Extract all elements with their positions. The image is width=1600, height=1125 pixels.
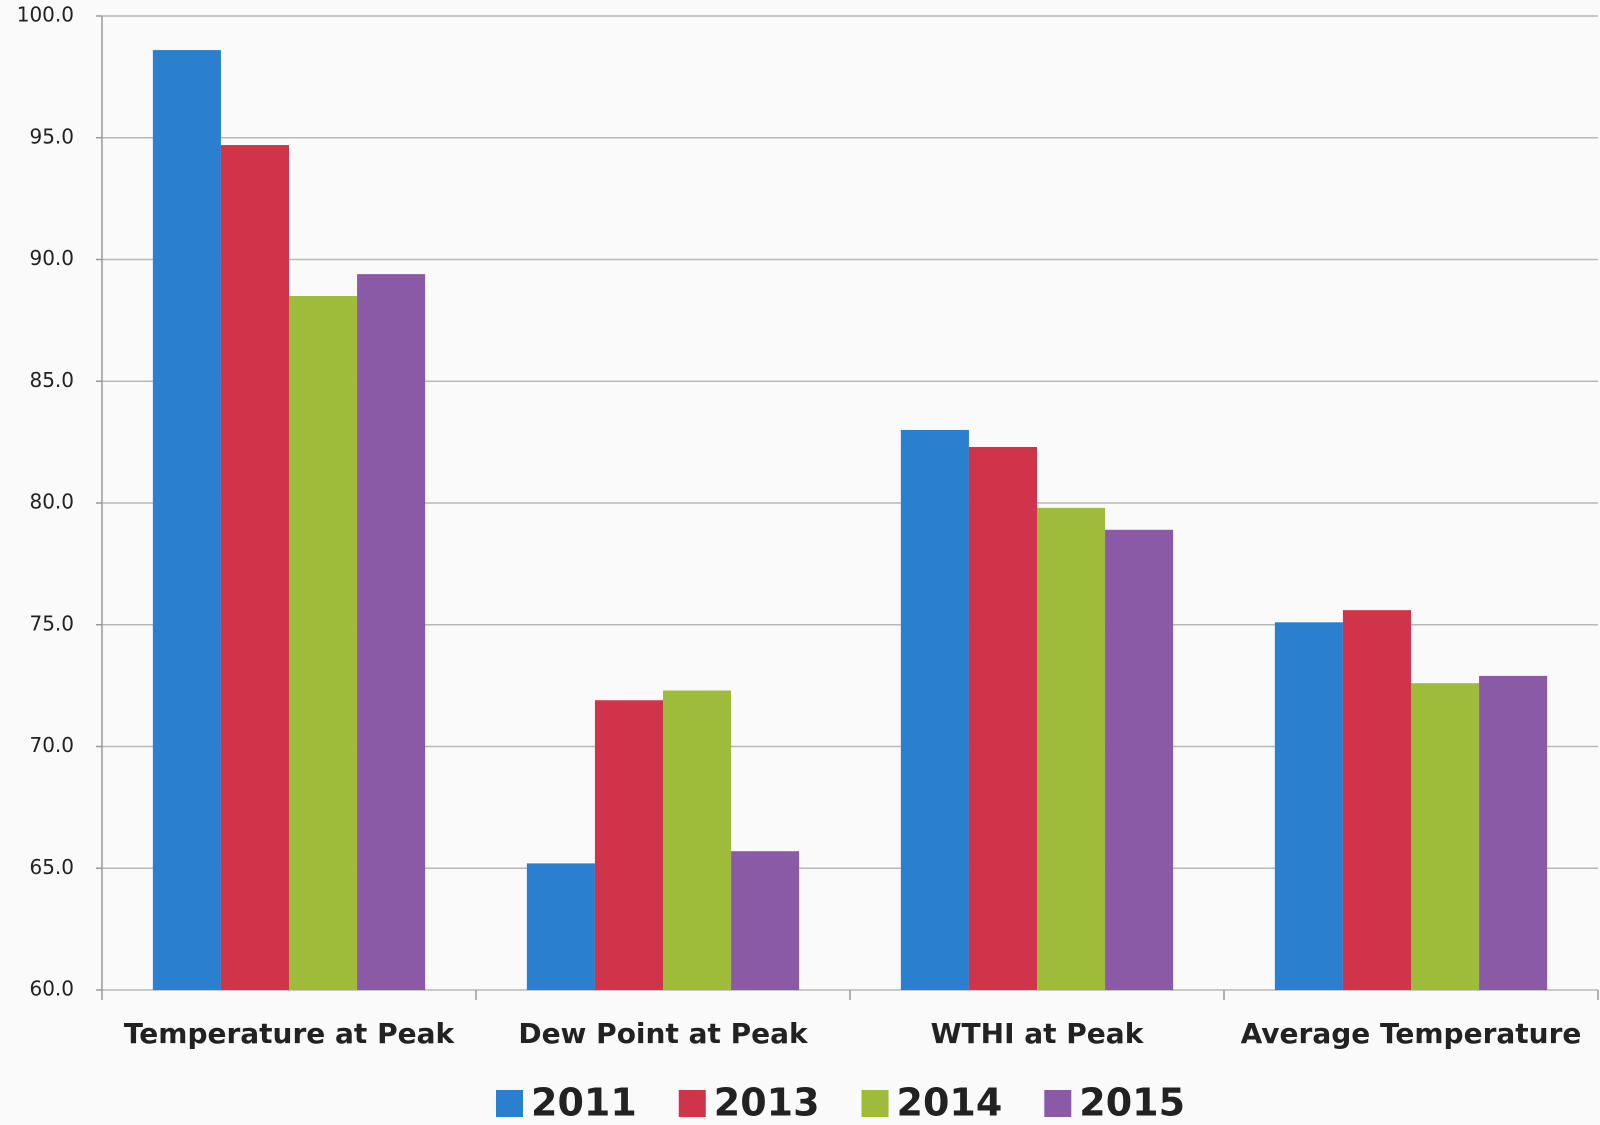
bar: [526, 863, 595, 990]
x-tick-label: Temperature at Peak: [124, 1017, 456, 1050]
legend-label: 2013: [714, 1081, 820, 1125]
bar: [1037, 507, 1106, 990]
legend-label: 2015: [1079, 1081, 1185, 1125]
legend-swatch: [678, 1090, 706, 1117]
bar: [220, 145, 289, 990]
x-tick-label: Average Temperature: [1241, 1017, 1582, 1050]
bar: [1411, 683, 1480, 990]
bar: [1105, 529, 1174, 990]
y-tick-label: 90.0: [29, 246, 74, 270]
bar: [152, 50, 221, 990]
legend-swatch: [1044, 1090, 1072, 1117]
bar: [731, 851, 800, 990]
y-tick-label: 70.0: [29, 733, 74, 757]
y-tick-label: 85.0: [29, 368, 74, 392]
y-tick-label: 95.0: [29, 124, 74, 148]
y-tick-label: 60.0: [29, 977, 74, 1001]
bar: [968, 446, 1037, 990]
legend-swatch: [861, 1090, 889, 1117]
bar: [594, 700, 663, 990]
x-tick-label: Dew Point at Peak: [518, 1017, 809, 1050]
y-tick-label: 75.0: [29, 611, 74, 635]
bar: [900, 429, 969, 990]
x-tick-label: WTHI at Peak: [931, 1017, 1145, 1050]
bar: [289, 296, 358, 990]
bar: [1342, 610, 1411, 990]
bar: [357, 274, 426, 990]
legend-label: 2014: [897, 1081, 1003, 1125]
bar: [663, 690, 732, 990]
bar: [1479, 675, 1548, 990]
bar: [1274, 622, 1343, 990]
y-tick-label: 100.0: [17, 3, 74, 27]
legend-label: 2011: [531, 1081, 637, 1125]
y-tick-label: 80.0: [29, 490, 74, 514]
legend-swatch: [496, 1090, 523, 1117]
y-tick-label: 65.0: [29, 855, 74, 879]
